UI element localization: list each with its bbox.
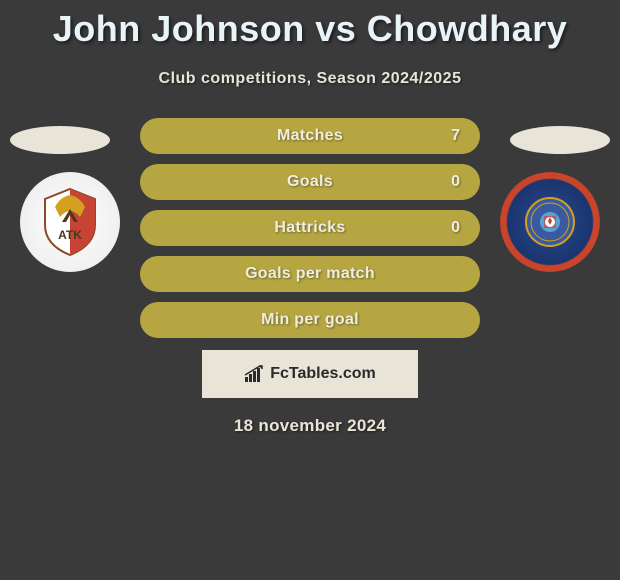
stat-label: Goals per match (245, 265, 375, 283)
stat-bar-hattricks: Hattricks 0 (140, 210, 480, 246)
jamshedpur-logo-icon (525, 197, 575, 247)
stat-value: 0 (451, 219, 460, 237)
footer-brand-box: FcTables.com (202, 350, 418, 398)
stats-container: Matches 7 Goals 0 Hattricks 0 Goals per … (140, 118, 480, 338)
page-title: John Johnson vs Chowdhary (0, 0, 620, 50)
stat-value: 7 (451, 127, 460, 145)
date-text: 18 november 2024 (0, 416, 620, 436)
svg-text:ATK: ATK (58, 228, 82, 242)
stat-label: Goals (287, 173, 333, 191)
stat-label: Min per goal (261, 311, 359, 329)
team-badge-right (500, 172, 600, 272)
footer-brand-text: FcTables.com (270, 365, 376, 383)
stat-label: Hattricks (274, 219, 345, 237)
subtitle: Club competitions, Season 2024/2025 (0, 70, 620, 88)
stat-label: Matches (277, 127, 343, 145)
player-right-ellipse (510, 126, 610, 154)
stat-bar-matches: Matches 7 (140, 118, 480, 154)
chart-icon (244, 365, 266, 383)
atk-logo-icon: ATK (40, 187, 100, 257)
stat-bar-goals-per-match: Goals per match (140, 256, 480, 292)
player-left-ellipse (10, 126, 110, 154)
stat-bar-goals: Goals 0 (140, 164, 480, 200)
team-badge-left: ATK (20, 172, 120, 272)
stat-value: 0 (451, 173, 460, 191)
stat-bar-min-per-goal: Min per goal (140, 302, 480, 338)
